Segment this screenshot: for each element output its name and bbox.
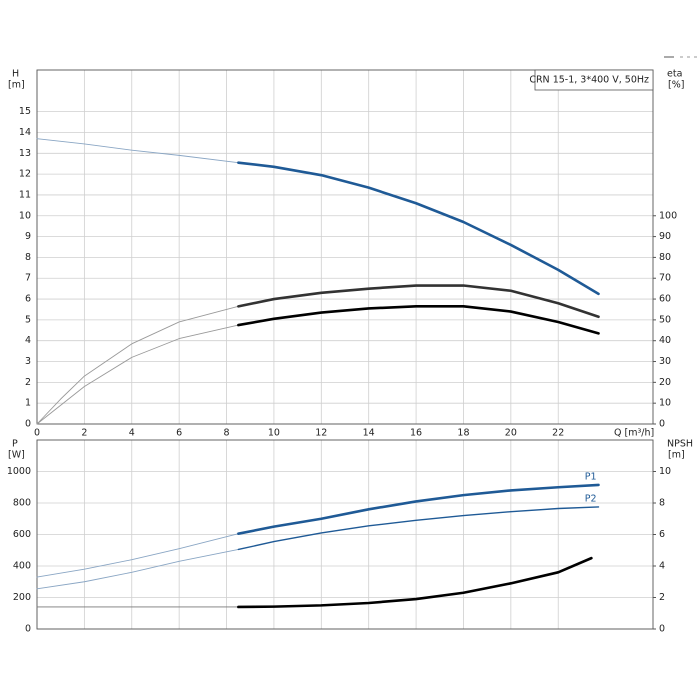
y-tick-label: 3 <box>25 356 31 367</box>
y2-tick-label: 30 <box>659 356 671 367</box>
y-tick-label: 7 <box>25 273 31 284</box>
x-tick-label: 14 <box>363 428 375 439</box>
y2-tick-label: 80 <box>659 252 671 263</box>
y-axis-label: P <box>12 439 18 450</box>
y-tick-label: 14 <box>19 127 31 138</box>
y2-tick-label: 50 <box>659 314 671 325</box>
y2-tick-label: 8 <box>659 498 665 509</box>
y2-tick-label: 70 <box>659 273 671 284</box>
y-axis-unit: [m] <box>8 80 25 91</box>
y-tick-label: 15 <box>19 106 31 117</box>
curve <box>237 284 600 319</box>
x-tick-label: 6 <box>176 428 182 439</box>
curve <box>237 483 600 536</box>
y2-tick-label: 100 <box>659 210 677 221</box>
y-tick-label: 400 <box>13 561 31 572</box>
y-tick-label: 5 <box>25 314 31 325</box>
x-tick-label: 16 <box>410 428 422 439</box>
y2-tick-label: 0 <box>659 624 665 635</box>
series-label: P2 <box>585 493 597 504</box>
title-box <box>534 69 654 91</box>
x-tick-label: 4 <box>129 428 135 439</box>
x-tick-label: 0 <box>34 428 40 439</box>
y-tick-label: 4 <box>25 335 31 346</box>
x-tick-label: 22 <box>552 428 564 439</box>
x-tick-label: 2 <box>81 428 87 439</box>
y2-tick-label: 6 <box>659 529 665 540</box>
y2-tick-label: 90 <box>659 231 671 242</box>
curve <box>237 161 600 296</box>
y2-axis-label: eta <box>667 69 682 80</box>
x-axis-label: Q [m³/h] <box>614 428 654 439</box>
x-tick-label: 20 <box>505 428 517 439</box>
y-tick-label: 11 <box>19 189 31 200</box>
y-tick-label: 2 <box>25 377 31 388</box>
curve <box>237 556 593 609</box>
y-tick-label: 1 <box>25 398 31 409</box>
y2-tick-label: 4 <box>659 561 665 572</box>
y-tick-label: 6 <box>25 294 31 305</box>
y2-axis-unit: [%] <box>668 80 684 91</box>
y2-axis-label: NPSH <box>667 439 693 450</box>
x-tick-label: 18 <box>457 428 469 439</box>
curve <box>36 533 239 578</box>
y-tick-label: 10 <box>19 210 31 221</box>
series-label: P1 <box>585 471 597 482</box>
y2-tick-label: 2 <box>659 592 665 603</box>
y2-tick-label: 20 <box>659 377 671 388</box>
y-tick-label: 12 <box>19 169 31 180</box>
y2-tick-label: 10 <box>659 398 671 409</box>
y-axis-label: H <box>12 69 19 80</box>
y-tick-label: 0 <box>25 624 31 635</box>
y-tick-label: 1000 <box>7 466 31 477</box>
y-tick-label: 13 <box>19 148 31 159</box>
plot-frame <box>36 69 654 425</box>
curve <box>36 549 239 590</box>
y2-axis-unit: [m] <box>668 450 685 461</box>
y-tick-label: 9 <box>25 231 31 242</box>
y-tick-label: 200 <box>13 592 31 603</box>
curve <box>36 305 239 425</box>
y-axis-unit: [W] <box>8 450 25 461</box>
curve <box>36 138 239 164</box>
y-tick-label: 0 <box>25 419 31 430</box>
y-tick-label: 8 <box>25 252 31 263</box>
x-tick-label: 12 <box>315 428 327 439</box>
y2-tick-label: 60 <box>659 294 671 305</box>
x-tick-label: 10 <box>268 428 280 439</box>
y-tick-label: 600 <box>13 529 31 540</box>
curve <box>237 305 600 335</box>
chart-title: CRN 15-1, 3*400 V, 50Hz <box>529 75 649 86</box>
y2-tick-label: 10 <box>659 466 671 477</box>
plot-frame <box>36 439 654 630</box>
curve <box>36 324 239 425</box>
y-tick-label: 800 <box>13 498 31 509</box>
y2-tick-label: 0 <box>659 419 665 430</box>
x-tick-label: 8 <box>224 428 230 439</box>
y2-tick-label: 40 <box>659 335 671 346</box>
curve <box>237 506 600 551</box>
